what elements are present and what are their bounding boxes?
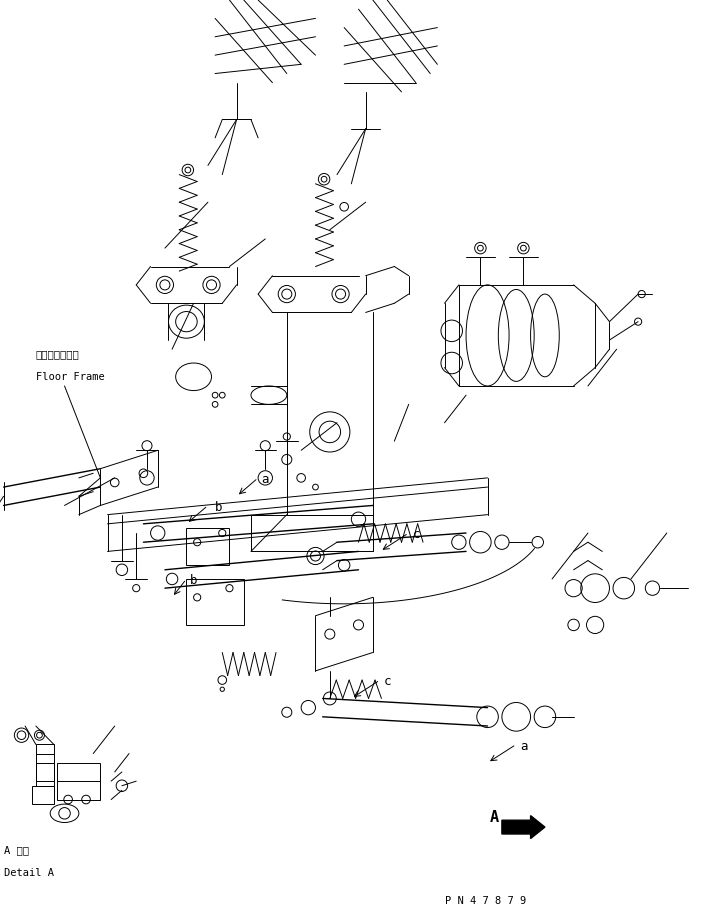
Text: A: A xyxy=(490,811,499,825)
Text: Detail A: Detail A xyxy=(4,868,54,879)
Text: b: b xyxy=(190,574,197,587)
Text: Floor Frame: Floor Frame xyxy=(36,372,105,382)
Bar xyxy=(57,763,100,800)
Text: a: a xyxy=(262,473,269,486)
Text: P N 4 7 8 7 9: P N 4 7 8 7 9 xyxy=(445,896,526,906)
Text: a: a xyxy=(520,740,527,753)
Text: c: c xyxy=(412,528,419,541)
Bar xyxy=(36,763,54,781)
Text: フロアフレーム: フロアフレーム xyxy=(36,349,80,359)
Bar xyxy=(36,744,54,786)
FancyArrow shape xyxy=(502,816,545,838)
Text: b: b xyxy=(215,501,222,514)
Bar xyxy=(32,786,54,804)
Text: c: c xyxy=(384,675,391,688)
Text: A 詳細: A 詳細 xyxy=(4,845,29,856)
Bar xyxy=(186,528,229,565)
Bar xyxy=(186,579,244,625)
